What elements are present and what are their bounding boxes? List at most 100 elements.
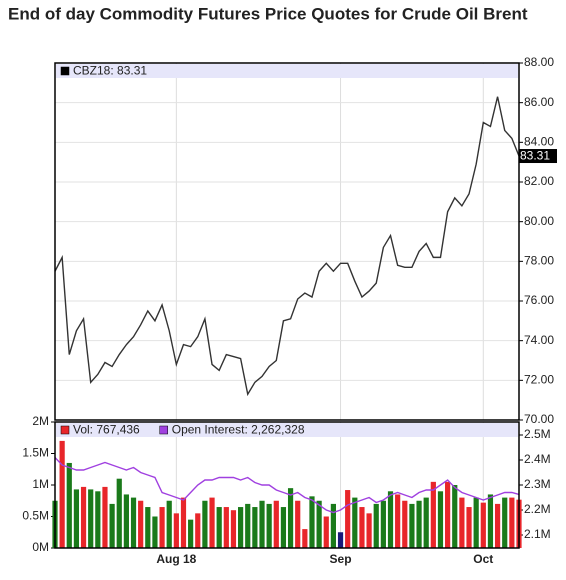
volume-bar — [116, 478, 122, 548]
volume-bar — [223, 507, 229, 548]
volume-bar — [230, 510, 237, 548]
volume-bar — [80, 486, 87, 548]
plot-frame — [54, 62, 520, 421]
y-tick-label: 76.00 — [524, 293, 554, 307]
last-value-label: 83.31 — [520, 149, 550, 163]
plot-area — [55, 63, 519, 420]
volume-bar — [337, 532, 344, 548]
volume-bar — [345, 490, 351, 548]
y-tick-label: 72.00 — [524, 373, 554, 387]
y-tick-label: 88.00 — [524, 55, 554, 69]
volume-bar — [373, 503, 379, 548]
volume-bar — [109, 503, 115, 548]
volume-bar — [123, 494, 129, 548]
legend-label: Open Interest: 2,262,328 — [172, 423, 305, 437]
y-tick-label: 82.00 — [524, 174, 554, 188]
volume-bar — [473, 497, 479, 548]
volume-bar — [352, 497, 358, 548]
volume-bar — [266, 503, 272, 548]
x-tick-label: Sep — [330, 552, 352, 566]
legend-band — [56, 64, 518, 78]
volume-bar — [216, 507, 222, 548]
volume-bar — [180, 497, 187, 548]
y-tick-label: 70.00 — [524, 412, 554, 426]
volume-bar — [273, 500, 279, 548]
legend-swatch — [60, 425, 70, 435]
volume-bar — [480, 502, 486, 548]
volume-bar — [102, 486, 108, 548]
volume-bar — [487, 494, 494, 548]
volume-bar — [166, 500, 172, 548]
volume-bar — [73, 489, 80, 548]
legend-swatch — [60, 66, 70, 76]
volume-bar — [509, 497, 515, 548]
volume-bar — [494, 503, 501, 548]
last-value-box — [519, 149, 557, 164]
line-series — [54, 457, 520, 514]
volume-bar — [280, 507, 287, 548]
volume-bar — [173, 513, 179, 548]
line-series — [54, 96, 520, 397]
volume-bar — [188, 519, 194, 548]
volume-bar — [423, 497, 429, 548]
volume-bar — [445, 481, 451, 548]
y-tick-label: 86.00 — [524, 95, 554, 109]
chart-title: End of day Commodity Futures Price Quote… — [8, 4, 528, 23]
volume-bar — [437, 491, 444, 548]
volume-bar — [387, 491, 394, 548]
volume-bar — [359, 507, 365, 548]
plot-frame — [54, 421, 520, 549]
volume-bar — [66, 462, 72, 548]
volume-bar — [316, 500, 322, 548]
volume-bar — [366, 513, 372, 548]
volume-bar — [459, 497, 465, 548]
volume-bar — [409, 503, 415, 548]
volume-bar — [287, 488, 294, 548]
volume-bar — [380, 500, 386, 548]
y-tick-label: 74.00 — [524, 333, 554, 347]
volume-bar — [395, 494, 401, 548]
x-tick-label: Aug 18 — [156, 552, 196, 566]
volume-bar — [59, 440, 65, 548]
volume-bar — [430, 481, 436, 548]
y-tick-label: 0M — [32, 540, 49, 554]
volume-bar — [295, 500, 301, 548]
legend-label: CBZ18: 83.31 — [73, 64, 147, 78]
volume-bar — [309, 496, 315, 548]
legend-swatch — [159, 425, 168, 435]
volume-bar — [238, 507, 244, 548]
volume-bar — [152, 516, 158, 548]
volume-bar — [252, 507, 258, 548]
volume-bar — [95, 491, 101, 548]
y2-tick-label: 2.5M — [524, 427, 551, 441]
volume-bar — [145, 507, 151, 548]
legend-label: Vol: 767,436 — [73, 423, 140, 437]
y-tick-label: 1M — [32, 477, 49, 491]
volume-bar — [302, 529, 308, 548]
volume-bar — [138, 500, 144, 548]
y-tick-label: 0.5M — [22, 509, 49, 523]
volume-bar — [209, 497, 215, 548]
volume-bar — [159, 507, 165, 548]
volume-bar — [88, 489, 94, 548]
y2-tick-label: 2.4M — [524, 452, 551, 466]
volume-bar — [195, 513, 201, 548]
y-tick-label: 1.5M — [22, 446, 49, 460]
volume-bar — [402, 500, 408, 548]
volume-bar — [416, 500, 422, 548]
legend-band — [56, 423, 518, 437]
y-tick-label: 78.00 — [524, 254, 554, 268]
y-tick-label: 80.00 — [524, 214, 554, 228]
volume-bar — [245, 503, 251, 548]
volume-bar — [502, 497, 508, 548]
volume-bar — [323, 516, 329, 548]
y-tick-label: 84.00 — [524, 135, 554, 149]
volume-bar — [452, 485, 458, 548]
volume-bar — [130, 497, 137, 548]
volume-bar — [202, 500, 208, 548]
volume-bar — [330, 503, 336, 548]
x-tick-label: Oct — [473, 552, 493, 566]
y2-tick-label: 2.2M — [524, 502, 551, 516]
